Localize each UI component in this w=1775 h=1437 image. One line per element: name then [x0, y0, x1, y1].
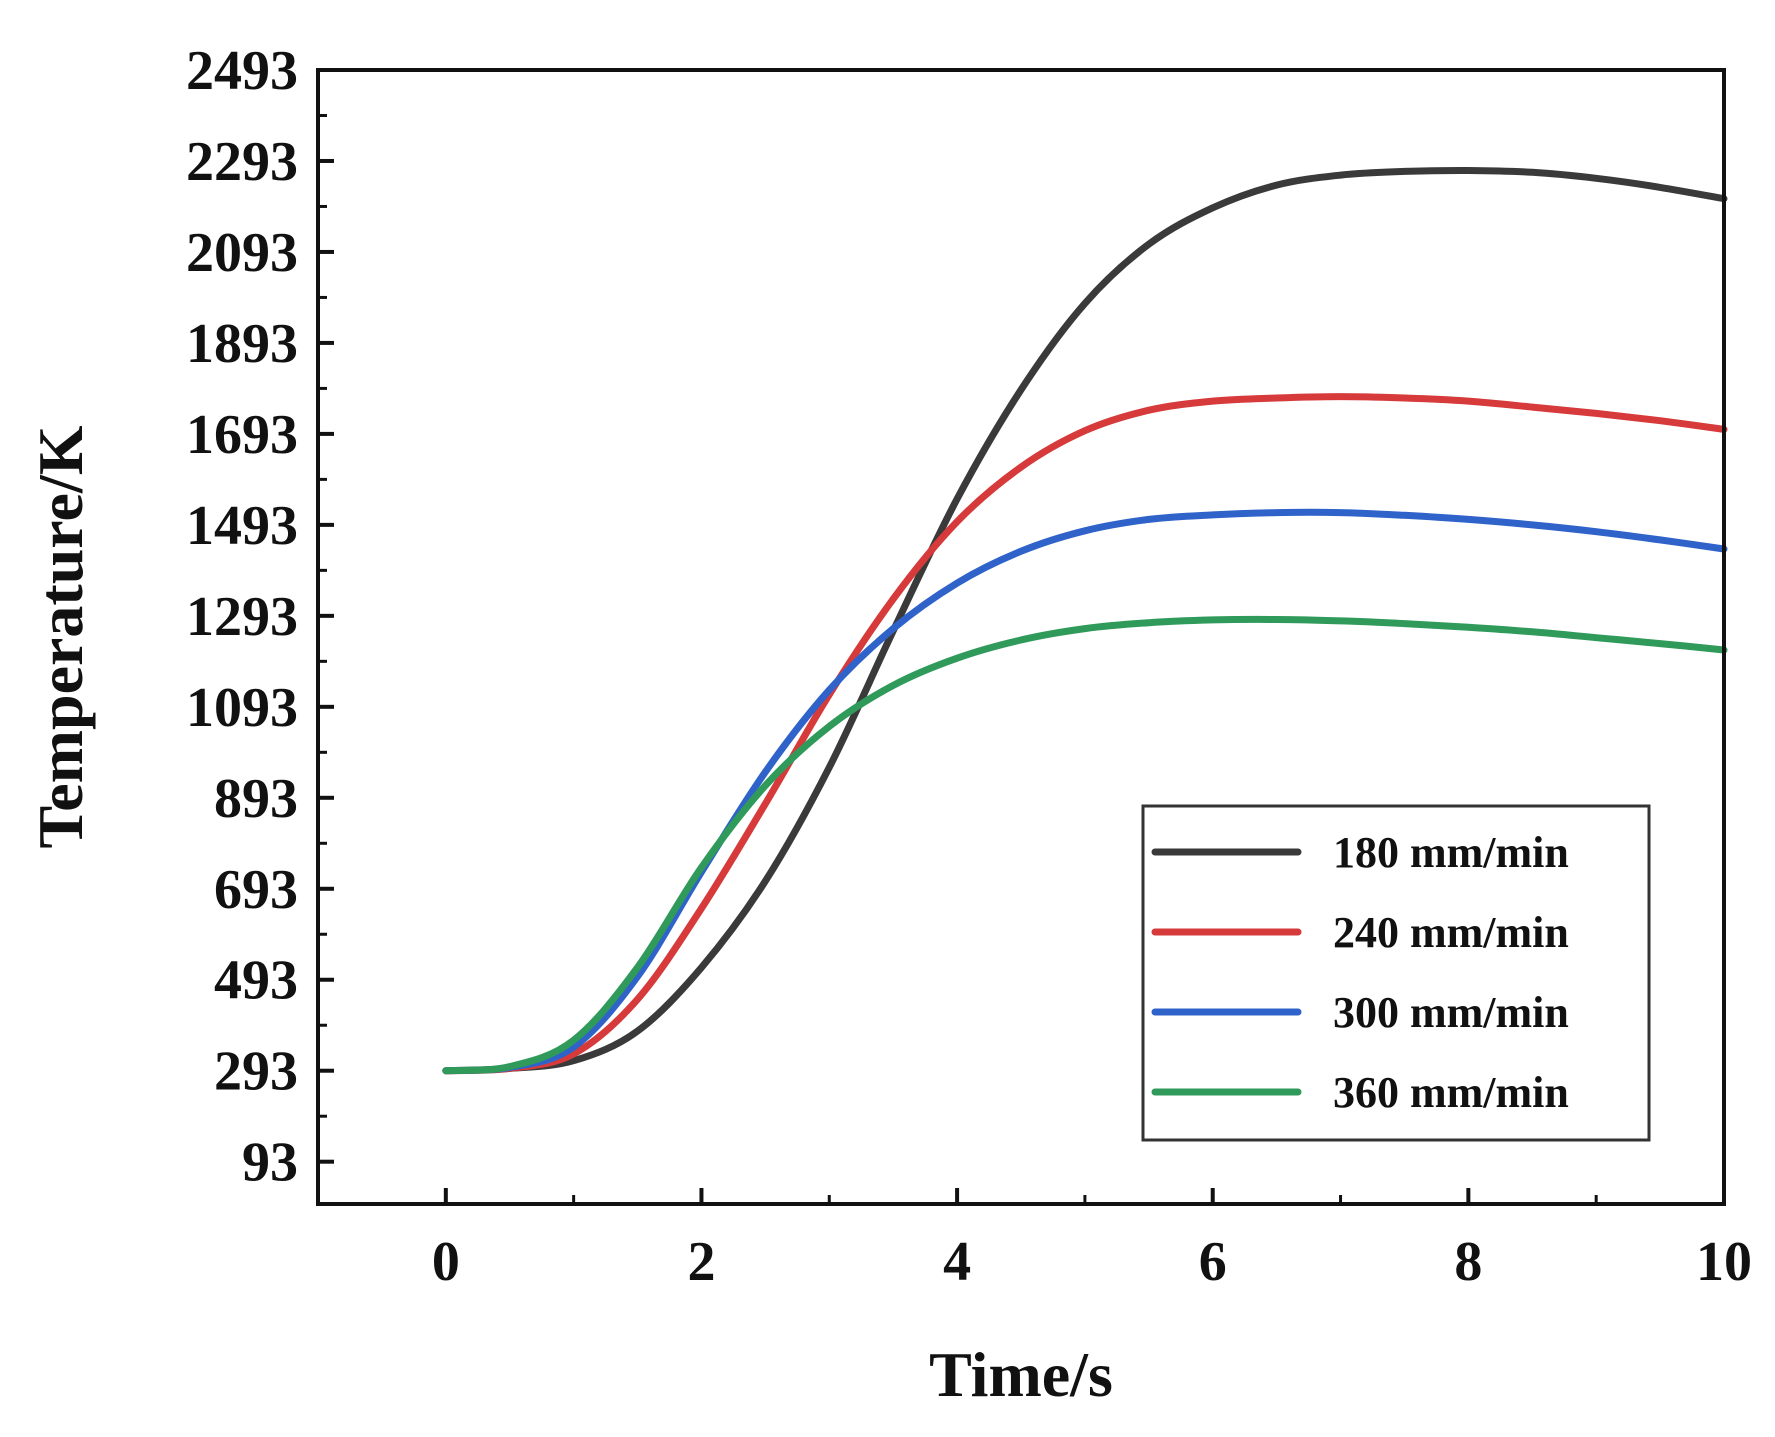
- axes-layer: [316, 68, 1726, 1206]
- x-tick-label: 0: [432, 1231, 460, 1293]
- y-tick-label: 93: [242, 1132, 298, 1194]
- y-tick-label: 493: [214, 950, 298, 1012]
- y-tick-label: 1093: [186, 677, 298, 739]
- y-tick-label: 2493: [186, 40, 298, 102]
- y-tick-label: 1493: [186, 495, 298, 557]
- y-tick-label: 1293: [186, 586, 298, 648]
- x-tick-label: 10: [1696, 1231, 1752, 1293]
- ticks-layer: 9329349369389310931293149316931893209322…: [186, 40, 1752, 1293]
- y-tick-label: 293: [214, 1041, 298, 1103]
- y-tick-label: 1693: [186, 404, 298, 466]
- y-tick-label: 693: [214, 859, 298, 921]
- legend-box: [1141, 804, 1651, 1142]
- legend: 180 mm/min 240 mm/min 300 mm/min 360 mm/min: [1141, 804, 1651, 1142]
- x-tick-label: 6: [1199, 1231, 1227, 1293]
- y-tick-label: 2093: [186, 222, 298, 284]
- series-layer: [442, 166, 1728, 1075]
- legend-label: 240 mm/min: [1333, 908, 1569, 957]
- y-tick-label: 1893: [186, 313, 298, 375]
- series-line-180: [442, 166, 1728, 1075]
- legend-label: 360 mm/min: [1333, 1068, 1569, 1117]
- legend-label: 300 mm/min: [1333, 988, 1569, 1037]
- y-tick-label: 893: [214, 768, 298, 830]
- plot-frame: [316, 68, 1726, 1206]
- x-tick-label: 4: [943, 1231, 971, 1293]
- x-tick-label: 2: [687, 1231, 715, 1293]
- x-tick-label: 8: [1454, 1231, 1482, 1293]
- y-tick-label: 2293: [186, 131, 298, 193]
- legend-label: 180 mm/min: [1333, 828, 1569, 877]
- x-axis-title: Time/s: [929, 1339, 1113, 1410]
- series-line-300: [442, 508, 1728, 1075]
- series-line-360: [442, 615, 1728, 1075]
- y-axis-title: Temperature/K: [25, 425, 96, 848]
- series-line-240: [442, 393, 1728, 1075]
